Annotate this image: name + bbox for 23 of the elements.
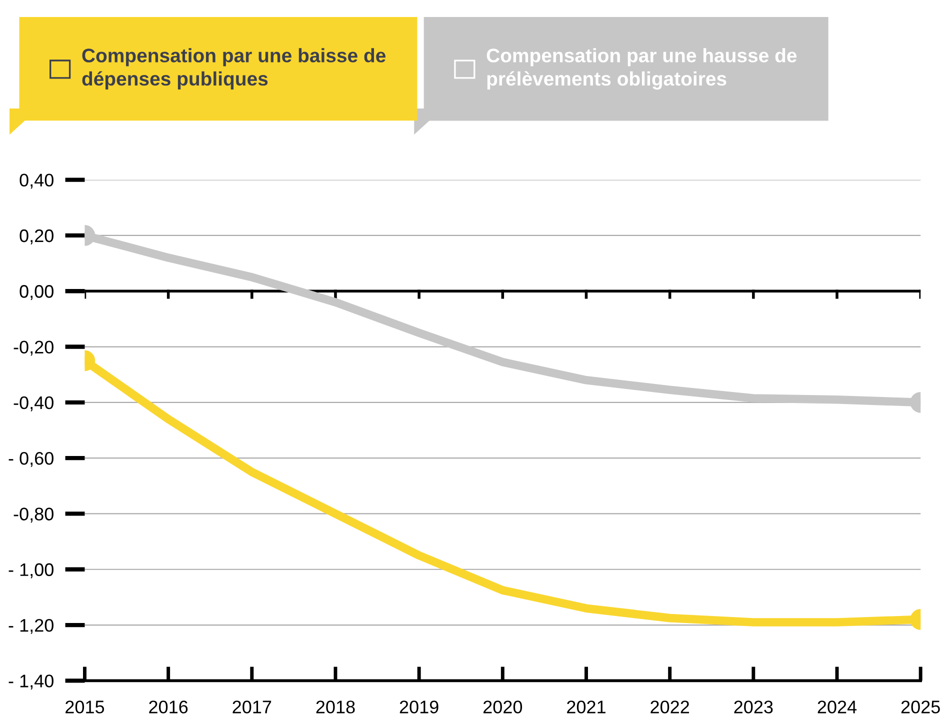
y-tick-label: -0,40 <box>14 396 54 412</box>
x-tick-label: 2016 <box>149 700 188 714</box>
legend-label: Compensation par une hausse de prélèvements obligatoires <box>486 48 797 90</box>
y-tick-label: 0,40 <box>20 174 54 189</box>
x-tick-label: 2024 <box>818 700 857 714</box>
y-tick-label: 0,20 <box>20 229 54 244</box>
y-tick-label: 0,00 <box>20 285 54 300</box>
x-tick-label: 2018 <box>316 700 355 714</box>
x-tick-label: 2025 <box>901 700 940 714</box>
y-tick-label: -0,20 <box>14 340 54 356</box>
y-tick-label: - 1,20 <box>8 618 54 634</box>
y-tick-label: - 0,60 <box>8 452 54 467</box>
x-tick-label: 2023 <box>734 700 773 714</box>
x-tick-label: 2019 <box>400 700 438 714</box>
x-tick-label: 2021 <box>567 700 606 714</box>
y-tick-label: - 1,00 <box>8 563 54 578</box>
legend-label: Compensation par une baisse de dépenses publiques <box>82 48 386 90</box>
x-tick-label: 2022 <box>650 700 690 714</box>
x-tick-label: 2017 <box>232 700 272 714</box>
y-tick-label: - 1,40 <box>8 674 54 690</box>
x-tick-label: 2020 <box>483 700 522 714</box>
y-tick-label: -0,80 <box>14 508 54 523</box>
x-tick-label: 2015 <box>66 700 104 714</box>
